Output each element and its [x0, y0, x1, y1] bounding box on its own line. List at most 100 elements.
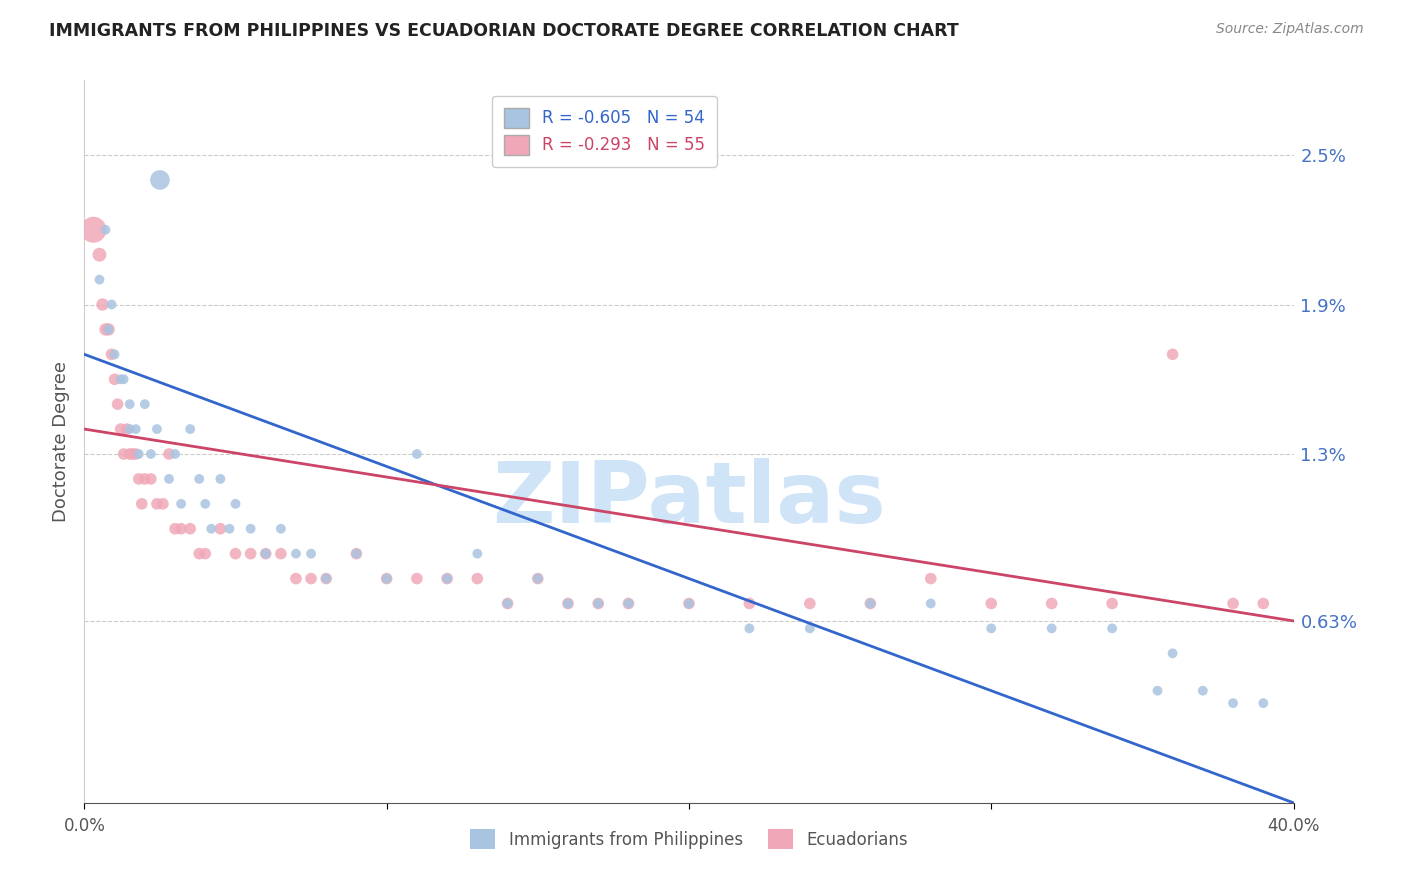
Point	[104, 347, 127, 361]
Point	[165, 522, 187, 536]
Point	[100, 347, 122, 361]
Point	[209, 522, 232, 536]
Point	[678, 597, 700, 611]
Point	[157, 472, 180, 486]
Point	[225, 547, 247, 561]
Legend: Immigrants from Philippines, Ecuadorians: Immigrants from Philippines, Ecuadorians	[460, 819, 918, 860]
Point	[194, 497, 217, 511]
Point	[588, 597, 610, 611]
Point	[112, 447, 135, 461]
Point	[134, 397, 156, 411]
Point	[94, 223, 117, 237]
Point	[179, 522, 201, 536]
Point	[678, 597, 700, 611]
Point	[112, 372, 135, 386]
Point	[557, 597, 579, 611]
Point	[496, 597, 519, 611]
Point	[467, 547, 489, 561]
Point	[125, 422, 148, 436]
Point	[285, 572, 308, 586]
Point	[200, 522, 222, 536]
Point	[299, 547, 322, 561]
Point	[97, 322, 120, 336]
Point	[406, 572, 429, 586]
Point	[209, 472, 232, 486]
Point	[588, 597, 610, 611]
Point	[436, 572, 458, 586]
Point	[254, 547, 277, 561]
Point	[152, 497, 174, 511]
Point	[496, 597, 519, 611]
Point	[239, 547, 262, 561]
Point	[315, 572, 337, 586]
Text: Source: ZipAtlas.com: Source: ZipAtlas.com	[1216, 22, 1364, 37]
Point	[218, 522, 240, 536]
Y-axis label: Doctorate Degree: Doctorate Degree	[52, 361, 70, 522]
Point	[91, 297, 114, 311]
Point	[346, 547, 368, 561]
Point	[115, 422, 138, 436]
Point	[134, 472, 156, 486]
Point	[107, 397, 129, 411]
Point	[94, 322, 117, 336]
Point	[128, 472, 150, 486]
Point	[436, 572, 458, 586]
Point	[179, 422, 201, 436]
Point	[799, 621, 821, 635]
Point	[194, 547, 217, 561]
Point	[118, 447, 141, 461]
Point	[980, 621, 1002, 635]
Point	[131, 497, 153, 511]
Point	[375, 572, 398, 586]
Point	[738, 597, 761, 611]
Point	[170, 497, 193, 511]
Point	[285, 547, 308, 561]
Point	[239, 522, 262, 536]
Point	[270, 547, 292, 561]
Point	[149, 173, 172, 187]
Point	[188, 472, 211, 486]
Point	[100, 297, 122, 311]
Point	[139, 472, 162, 486]
Point	[406, 447, 429, 461]
Point	[157, 447, 180, 461]
Point	[1253, 696, 1275, 710]
Point	[188, 547, 211, 561]
Point	[104, 372, 127, 386]
Point	[125, 447, 148, 461]
Point	[527, 572, 550, 586]
Point	[1222, 696, 1244, 710]
Point	[110, 372, 132, 386]
Point	[128, 447, 150, 461]
Point	[375, 572, 398, 586]
Point	[1192, 683, 1215, 698]
Point	[920, 572, 942, 586]
Point	[89, 272, 111, 286]
Point	[1222, 597, 1244, 611]
Point	[139, 447, 162, 461]
Point	[1146, 683, 1168, 698]
Point	[1040, 621, 1063, 635]
Point	[146, 422, 169, 436]
Point	[346, 547, 368, 561]
Point	[557, 597, 579, 611]
Point	[859, 597, 882, 611]
Point	[617, 597, 640, 611]
Point	[467, 572, 489, 586]
Point	[799, 597, 821, 611]
Point	[118, 422, 141, 436]
Point	[165, 447, 187, 461]
Point	[738, 621, 761, 635]
Point	[1161, 646, 1184, 660]
Point	[146, 497, 169, 511]
Point	[97, 322, 120, 336]
Point	[527, 572, 550, 586]
Point	[1253, 597, 1275, 611]
Point	[225, 497, 247, 511]
Point	[859, 597, 882, 611]
Point	[270, 522, 292, 536]
Point	[1161, 347, 1184, 361]
Point	[118, 397, 141, 411]
Point	[980, 597, 1002, 611]
Point	[170, 522, 193, 536]
